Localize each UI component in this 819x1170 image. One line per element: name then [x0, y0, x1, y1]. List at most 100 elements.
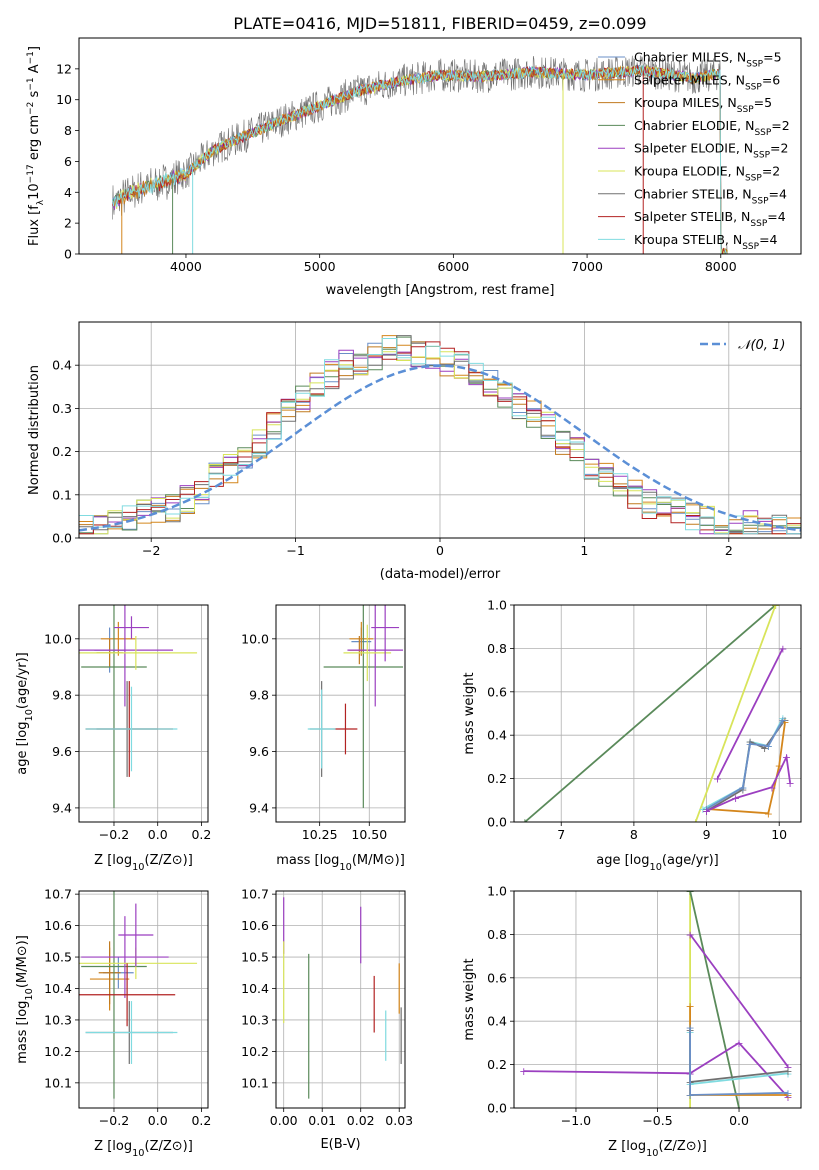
y-tick-label: 10.0 — [241, 631, 269, 646]
weight-marker: + — [702, 803, 711, 816]
weight-marker: + — [686, 1089, 695, 1102]
x-tick-label: 2 — [725, 543, 733, 558]
y-tick-label: 10.3 — [241, 1012, 269, 1027]
weight-marker: + — [783, 1087, 792, 1100]
weight-marker: + — [702, 803, 711, 816]
y-axis-label: mass weight — [462, 958, 477, 1040]
weight-marker: + — [698, 803, 707, 816]
y-tick-label: 10.1 — [44, 1075, 72, 1090]
y-tick-label: 0.0 — [487, 815, 507, 830]
y-tick-label: 10 — [56, 92, 72, 107]
axes-frame — [78, 37, 802, 255]
legend-entry: Chabrier STELIB, NSSP=4 — [634, 186, 787, 206]
mass-vs-ebv-panel: 0.00 0.01 0.02 0.03 10.1 10.2 10.3 10.4 10.5 10.6… — [241, 887, 413, 1152]
axes-frame — [78, 321, 802, 539]
y-tick-label: 0.2 — [487, 771, 507, 786]
weight-marker: + — [738, 783, 747, 796]
weight-line-3 — [523, 1041, 789, 1098]
axes-frame — [275, 604, 406, 823]
x-tick-label: 0.02 — [347, 1113, 375, 1128]
y-axis-label: Flux [fλ10−17 erg cm−2 s−1 A−1] — [26, 46, 46, 246]
plot-area: +++++++++ ++++++++ ++++++ +++++++ — [520, 599, 795, 829]
x-axis-label: wavelength [Angstrom, rest frame] — [326, 283, 555, 298]
weight-marker: + — [780, 716, 789, 729]
x-tick-label: 7 — [557, 827, 565, 842]
x-tick-label: 0.2 — [191, 827, 211, 842]
x-tick-label: 0.0 — [729, 1113, 749, 1128]
x-tick-label: 8000 — [705, 259, 737, 274]
y-tick-label: 8 — [64, 123, 72, 138]
x-axis-label: E(B-V) — [320, 1137, 360, 1152]
weight-marker: + — [734, 1037, 743, 1050]
weight-marker: + — [713, 773, 722, 786]
y-tick-label: 9.8 — [249, 688, 269, 703]
grid-lines — [79, 605, 208, 822]
x-tick-label: 5000 — [304, 259, 336, 274]
weight-marker: + — [686, 928, 695, 941]
y-tick-label: 1.0 — [487, 884, 507, 899]
plot-area: +++++++ +++++ +++++++++ + — [519, 891, 793, 1108]
y-tick-label: 4 — [64, 185, 72, 200]
mass-vs-metallicity-panel: −0.2 0.0 0.2 10.1 10.2 10.3 10.4 10.5 10.6 10.7 Z … — [15, 887, 211, 1159]
y-axis-label: mass [log10(M/M⊙)] — [15, 935, 35, 1064]
figure-title: PLATE=0416, MJD=51811, FIBERID=0459, z=0… — [233, 14, 646, 33]
y-tick-label: 0.6 — [487, 970, 507, 985]
y-tick-label: 0.4 — [487, 1014, 507, 1029]
weight-marker: + — [783, 1091, 792, 1104]
legend-entry: Kroupa MILES, NSSP=5 — [634, 95, 772, 115]
y-axis-label: Normed distribution — [27, 365, 42, 495]
histogram-7 — [79, 341, 801, 535]
y-tick-label: 10.2 — [44, 1044, 72, 1059]
legend-entry: Kroupa STELIB, NSSP=4 — [634, 232, 778, 252]
weight-marker: + — [520, 816, 529, 829]
plot-area — [307, 605, 404, 808]
y-axis-label: age [log10(age/yr)] — [15, 652, 35, 775]
y-tick-label: 10.5 — [241, 950, 269, 965]
histogram-4 — [79, 349, 801, 535]
age-vs-mass-panel: 10.25 10.50 9.4 9.6 9.8 10.0 mass [log10(M/M⊙)… — [241, 604, 406, 873]
y-tick-label: 10.5 — [44, 950, 72, 965]
y-tick-label: 10.6 — [44, 918, 72, 933]
axes-frame — [78, 604, 209, 823]
x-tick-label: −0.5 — [642, 1113, 672, 1128]
age-vs-metallicity-panel: −0.2 0.0 0.2 9.4 9.6 9.8 10.0 Z [log10(Z/Z⊙)] ag… — [15, 604, 211, 873]
y-tick-label: 0.8 — [487, 927, 507, 942]
y-tick-label: 9.6 — [52, 744, 72, 759]
weight-marker: + — [686, 1000, 695, 1013]
grid-lines — [514, 890, 801, 1109]
y-tick-label: 10.1 — [241, 1075, 269, 1090]
weight-marker: + — [691, 816, 700, 829]
weight-marker: + — [780, 714, 789, 727]
spectrum-line-8 — [111, 65, 728, 254]
weight-line-7 — [706, 753, 791, 812]
x-tick-label: −1.0 — [561, 1113, 591, 1128]
x-tick-label: −1 — [286, 543, 304, 558]
weight-line-5 — [706, 722, 786, 815]
x-axis-label: mass [log10(M/M⊙)] — [276, 853, 405, 873]
y-tick-label: 0.8 — [487, 641, 507, 656]
weight-marker: + — [785, 777, 794, 790]
x-tick-label: 8 — [630, 827, 638, 842]
y-tick-label: 0.2 — [52, 444, 72, 459]
y-tick-label: 0.6 — [487, 684, 507, 699]
legend-entry: Salpeter MILES, NSSP=6 — [634, 72, 780, 92]
weight-marker: + — [778, 714, 787, 727]
x-axis-label: Z [log10(Z/Z⊙)] — [94, 853, 193, 873]
y-tick-label: 2 — [64, 216, 72, 231]
grid-lines — [79, 891, 208, 1108]
grid-lines — [514, 604, 801, 823]
plot-area — [79, 891, 198, 1099]
x-tick-label: 0.03 — [385, 1113, 413, 1128]
weight-line-0 — [524, 605, 777, 822]
weight-marker: + — [771, 599, 780, 612]
weight-marker: + — [783, 1089, 792, 1102]
y-tick-label: 0.4 — [52, 358, 72, 373]
y-tick-label: 6 — [64, 154, 72, 169]
axes-frame — [78, 890, 209, 1109]
legend-entry: Chabrier ELODIE, NSSP=2 — [634, 118, 790, 138]
x-tick-label: 7000 — [571, 259, 603, 274]
weight-line-6 — [706, 719, 784, 810]
weight-marker: + — [702, 805, 711, 818]
weight-marker: + — [778, 642, 787, 655]
